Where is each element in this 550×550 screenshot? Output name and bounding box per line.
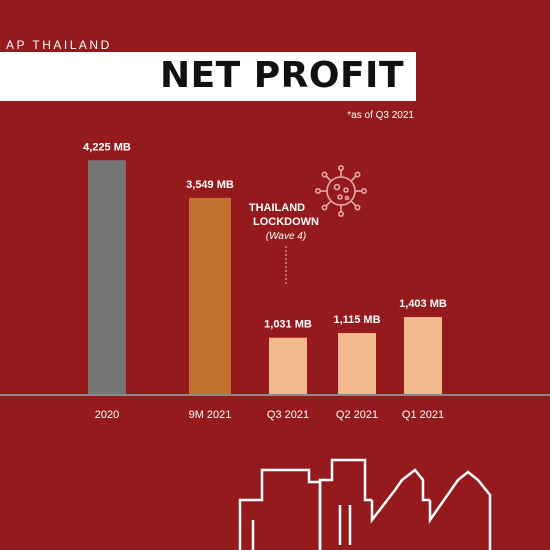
data-label: 3,549 MB	[186, 179, 234, 191]
category-label: 2020	[95, 409, 119, 421]
data-label: 4,225 MB	[83, 141, 131, 153]
data-label: 1,115 MB	[333, 314, 380, 326]
virus-icon	[314, 164, 367, 217]
bar-q1-2021	[404, 317, 442, 395]
bar-9m-2021	[189, 197, 231, 395]
bar-q2-2021	[338, 333, 376, 395]
category-label: 9M 2021	[189, 409, 232, 421]
title-band: NET PROFIT	[0, 52, 416, 101]
as-of-note: *as of Q3 2021	[347, 110, 414, 121]
annotation-line2: LOCKDOWN	[253, 216, 319, 228]
data-label: 1,403 MB	[399, 298, 447, 310]
annotation-line1: THAILAND	[249, 202, 305, 214]
page-title: NET PROFIT	[159, 55, 404, 96]
category-label: Q3 2021	[267, 409, 309, 421]
category-label: Q2 2021	[336, 409, 378, 421]
annotation-line3: (Wave 4)	[266, 231, 306, 242]
data-label: 1,031 MB	[264, 319, 312, 331]
category-label: Q1 2021	[402, 409, 444, 421]
lockdown-annotation: THAILAND LOCKDOWN (Wave 4)	[249, 202, 319, 285]
brand-label: AP THAILAND	[6, 38, 112, 52]
city-skyline-decoration	[238, 458, 492, 550]
bar-2020	[88, 160, 126, 395]
bar-q3-2021	[269, 337, 307, 395]
bars-group: 4,225 MB 2020 3,549 MB 9M 2021 1,031 MB Q3 20…	[83, 141, 447, 421]
